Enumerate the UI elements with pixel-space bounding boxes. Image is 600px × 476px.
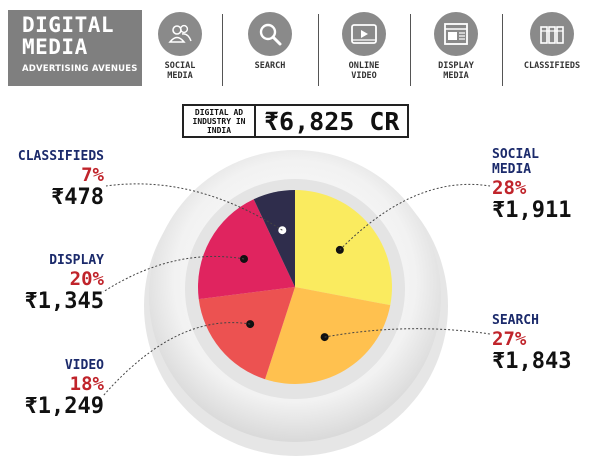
pie-slice-classifieds	[253, 190, 295, 287]
slice-name: SOCIAL MEDIA	[492, 147, 539, 177]
display-ad-icon	[434, 12, 478, 56]
nav-label-search: SEARCH	[254, 61, 286, 71]
label-display: DISPLAY 20% ₹1,345	[25, 253, 104, 314]
slice-amount: ₹478	[51, 185, 104, 210]
slice-name: DISPLAY	[49, 253, 104, 268]
slice-percent: 20%	[69, 268, 104, 290]
nav-online-video: ONLINE VIDEO	[324, 12, 404, 81]
slice-amount: ₹1,843	[492, 349, 572, 374]
pie-slice-video	[198, 287, 295, 380]
nav-divider	[318, 14, 319, 86]
slice-name: CLASSIFIEDS	[17, 149, 104, 164]
label-video: VIDEO 18% ₹1,249	[25, 358, 104, 419]
nav-label-social-media: SOCIAL MEDIA	[164, 61, 196, 81]
slice-percent: 18%	[69, 373, 104, 395]
label-search: SEARCH 27% ₹1,843	[492, 313, 571, 374]
slice-name: VIDEO	[64, 358, 104, 373]
nav-divider	[410, 14, 411, 86]
title-banner: DIGITAL MEDIA ADVERTISING AVENUES	[8, 10, 142, 86]
title-line1: DIGITAL	[22, 13, 115, 37]
nav-display-media: DISPLAY MEDIA	[416, 12, 496, 81]
leader-line-social-media	[339, 183, 491, 251]
total-value: ₹6,825 CR	[256, 104, 410, 138]
slice-percent: 7%	[81, 164, 104, 186]
industry-total: DIGITAL AD INDUSTRY IN INDIA ₹6,825 CR	[182, 104, 410, 138]
leader-line-classifieds	[105, 183, 283, 231]
slice-percent: 27%	[492, 328, 527, 350]
nav-divider	[502, 14, 503, 86]
slice-name: SEARCH	[492, 313, 539, 328]
nav-label-classifieds: CLASSIFIEDS	[523, 61, 581, 71]
leader-line-video	[102, 322, 251, 397]
slice-amount: ₹1,249	[24, 394, 104, 419]
nav-label-display-media: DISPLAY MEDIA	[438, 61, 474, 81]
people-icon	[158, 12, 202, 56]
nav-divider	[222, 14, 223, 86]
pie-slice-social-media	[295, 190, 392, 306]
magnifier-icon	[248, 12, 292, 56]
newspaper-icon	[530, 12, 574, 56]
pie-slice-display	[198, 199, 295, 300]
slice-amount: ₹1,345	[24, 289, 104, 314]
title-subtitle: ADVERTISING AVENUES	[22, 64, 138, 74]
nav-classifieds: CLASSIFIEDS	[512, 12, 592, 71]
label-classifieds: CLASSIFIEDS 7% ₹478	[18, 149, 104, 210]
title-line2: MEDIA	[22, 35, 88, 59]
leader-line-display	[102, 255, 245, 293]
slice-percent: 28%	[492, 177, 527, 199]
nav-social-media: SOCIAL MEDIA	[140, 12, 220, 81]
label-social-media: SOCIAL MEDIA 28% ₹1,911	[492, 147, 571, 223]
total-caption: DIGITAL AD INDUSTRY IN INDIA	[182, 104, 256, 138]
video-player-icon	[342, 12, 386, 56]
header: DIGITAL MEDIA ADVERTISING AVENUES SOCIAL…	[0, 0, 600, 98]
nav-search: SEARCH	[230, 12, 310, 71]
nav-label-online-video: ONLINE VIDEO	[348, 61, 380, 81]
slice-amount: ₹1,911	[492, 198, 572, 223]
